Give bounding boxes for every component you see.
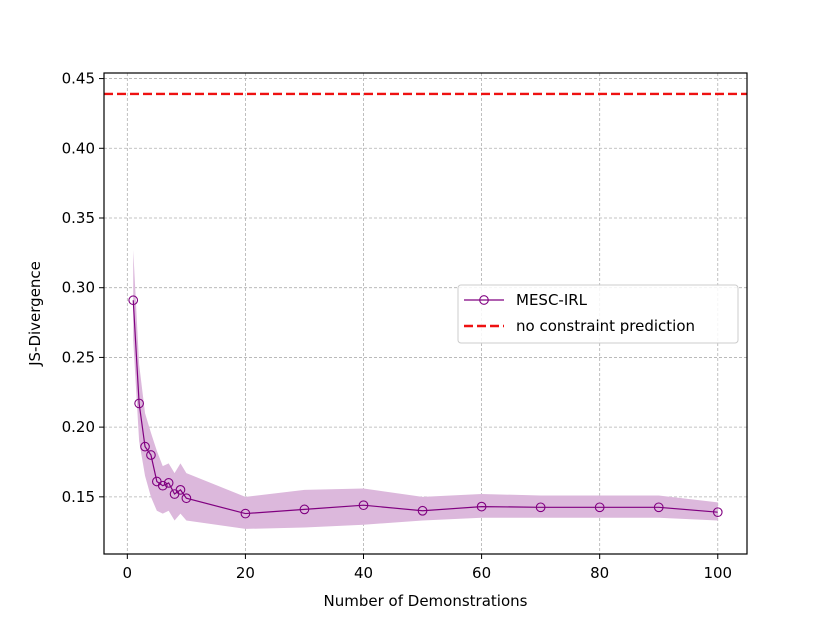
x-tick-label: 0 [123,564,133,582]
x-tick-label: 60 [472,564,491,582]
x-axis-label: Number of Demonstrations [324,592,528,610]
mesc-irl-point [181,493,192,504]
ticks: 0 20 40 60 80 100 0.15 0.20 0.25 0.30 0.35 0.40 0.45 [62,70,732,582]
mesc-irl-point [712,507,723,518]
mesc-irl-point [146,450,156,460]
legend: MESC-IRL no constraint prediction [457,284,739,344]
y-tick-label: 0.35 [62,209,95,227]
y-tick-label: 0.25 [62,348,95,366]
y-tick-label: 0.20 [62,418,95,436]
mesc-irl-point [358,500,369,511]
legend-box [457,284,739,344]
mesc-irl-point [594,502,605,513]
legend-label-mesc-irl: MESC-IRL [516,291,588,309]
mesc-irl-point [157,480,168,491]
legend-label-no-constraint-prediction: no constraint prediction [516,317,695,335]
plot-frame [103,72,748,555]
mesc-irl-point [140,441,150,452]
mesc-irl-point [240,508,251,519]
y-axis-label: JS-Divergence [26,261,44,367]
y-tick-label: 0.45 [62,70,95,88]
mesc-irl-point [653,502,664,513]
x-tick-label: 20 [236,564,255,582]
mesc-irl-point [299,504,310,515]
mesc-irl-std-band [133,250,718,529]
y-tick-label: 0.30 [62,279,95,297]
confidence-band-layer [133,250,718,529]
mesc-irl-point [476,501,487,512]
mesc-irl-point [134,398,144,409]
legend-swatch-mesc-irl-marker [479,295,489,305]
mesc-irl-line [132,300,718,515]
mesc-irl-point [535,502,546,513]
x-tick-label: 100 [703,564,732,582]
mesc-irl-point [417,505,428,516]
y-tick-label: 0.15 [62,488,95,506]
y-tick-label: 0.40 [62,139,95,157]
x-tick-label: 80 [590,564,609,582]
x-tick-label: 40 [354,564,373,582]
series-layer [104,92,747,519]
mesc-irl-point [128,295,139,306]
mesc-irl-point [175,485,186,495]
mesc-irl-point [163,478,174,488]
